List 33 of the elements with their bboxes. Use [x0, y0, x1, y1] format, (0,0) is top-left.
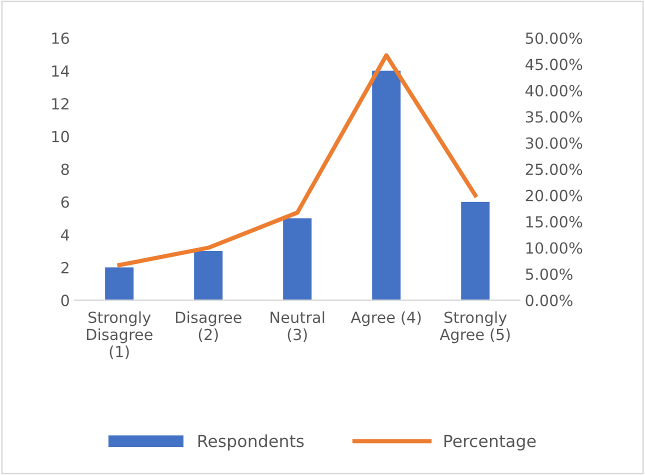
- bar: [372, 70, 401, 300]
- y2-tick-label: 50.00%: [526, 32, 582, 44]
- bar: [194, 251, 223, 300]
- y-tick-label: 4: [60, 229, 70, 240]
- bar: [105, 267, 134, 300]
- y-tick-label: 2: [61, 262, 68, 274]
- legend-label: Respondents: [198, 434, 304, 450]
- legend-label: Percentage: [444, 434, 536, 450]
- y2-tick-label: 20.00%: [526, 190, 582, 202]
- bar: [283, 218, 312, 300]
- y-tick-label: 12: [52, 98, 68, 110]
- y2-tick-label: 5.00%: [526, 268, 572, 280]
- x-tick-label: Agree (4): [350, 311, 421, 326]
- y-tick-label: 6: [61, 196, 69, 208]
- y2-tick-label: 40.00%: [525, 84, 582, 96]
- bar: [461, 202, 490, 300]
- x-tick-label: Neutral (3): [270, 311, 324, 342]
- x-tick-label: Strongly Agree (5): [440, 311, 510, 344]
- y-tick-label: 10: [52, 130, 69, 142]
- y2-tick-label: 35.00%: [526, 111, 582, 123]
- x-tick-label: Strongly Disagree (1): [86, 311, 152, 360]
- y2-tick-label: 0.00%: [526, 294, 572, 306]
- y-tick-label: 0: [61, 294, 69, 306]
- y-tick-label: 8: [61, 164, 69, 176]
- x-tick-label: Disagree (2): [176, 311, 242, 342]
- y2-tick-label: 15.00%: [526, 216, 582, 228]
- y-tick-label: 14: [52, 65, 70, 77]
- line-series: [117, 53, 478, 268]
- y2-tick-label: 25.00%: [526, 164, 582, 176]
- y2-tick-label: 30.00%: [526, 137, 582, 149]
- y2-tick-label: 45.00%: [525, 58, 582, 70]
- y-tick-label: 16: [52, 32, 69, 44]
- y2-tick-label: 10.00%: [526, 242, 582, 254]
